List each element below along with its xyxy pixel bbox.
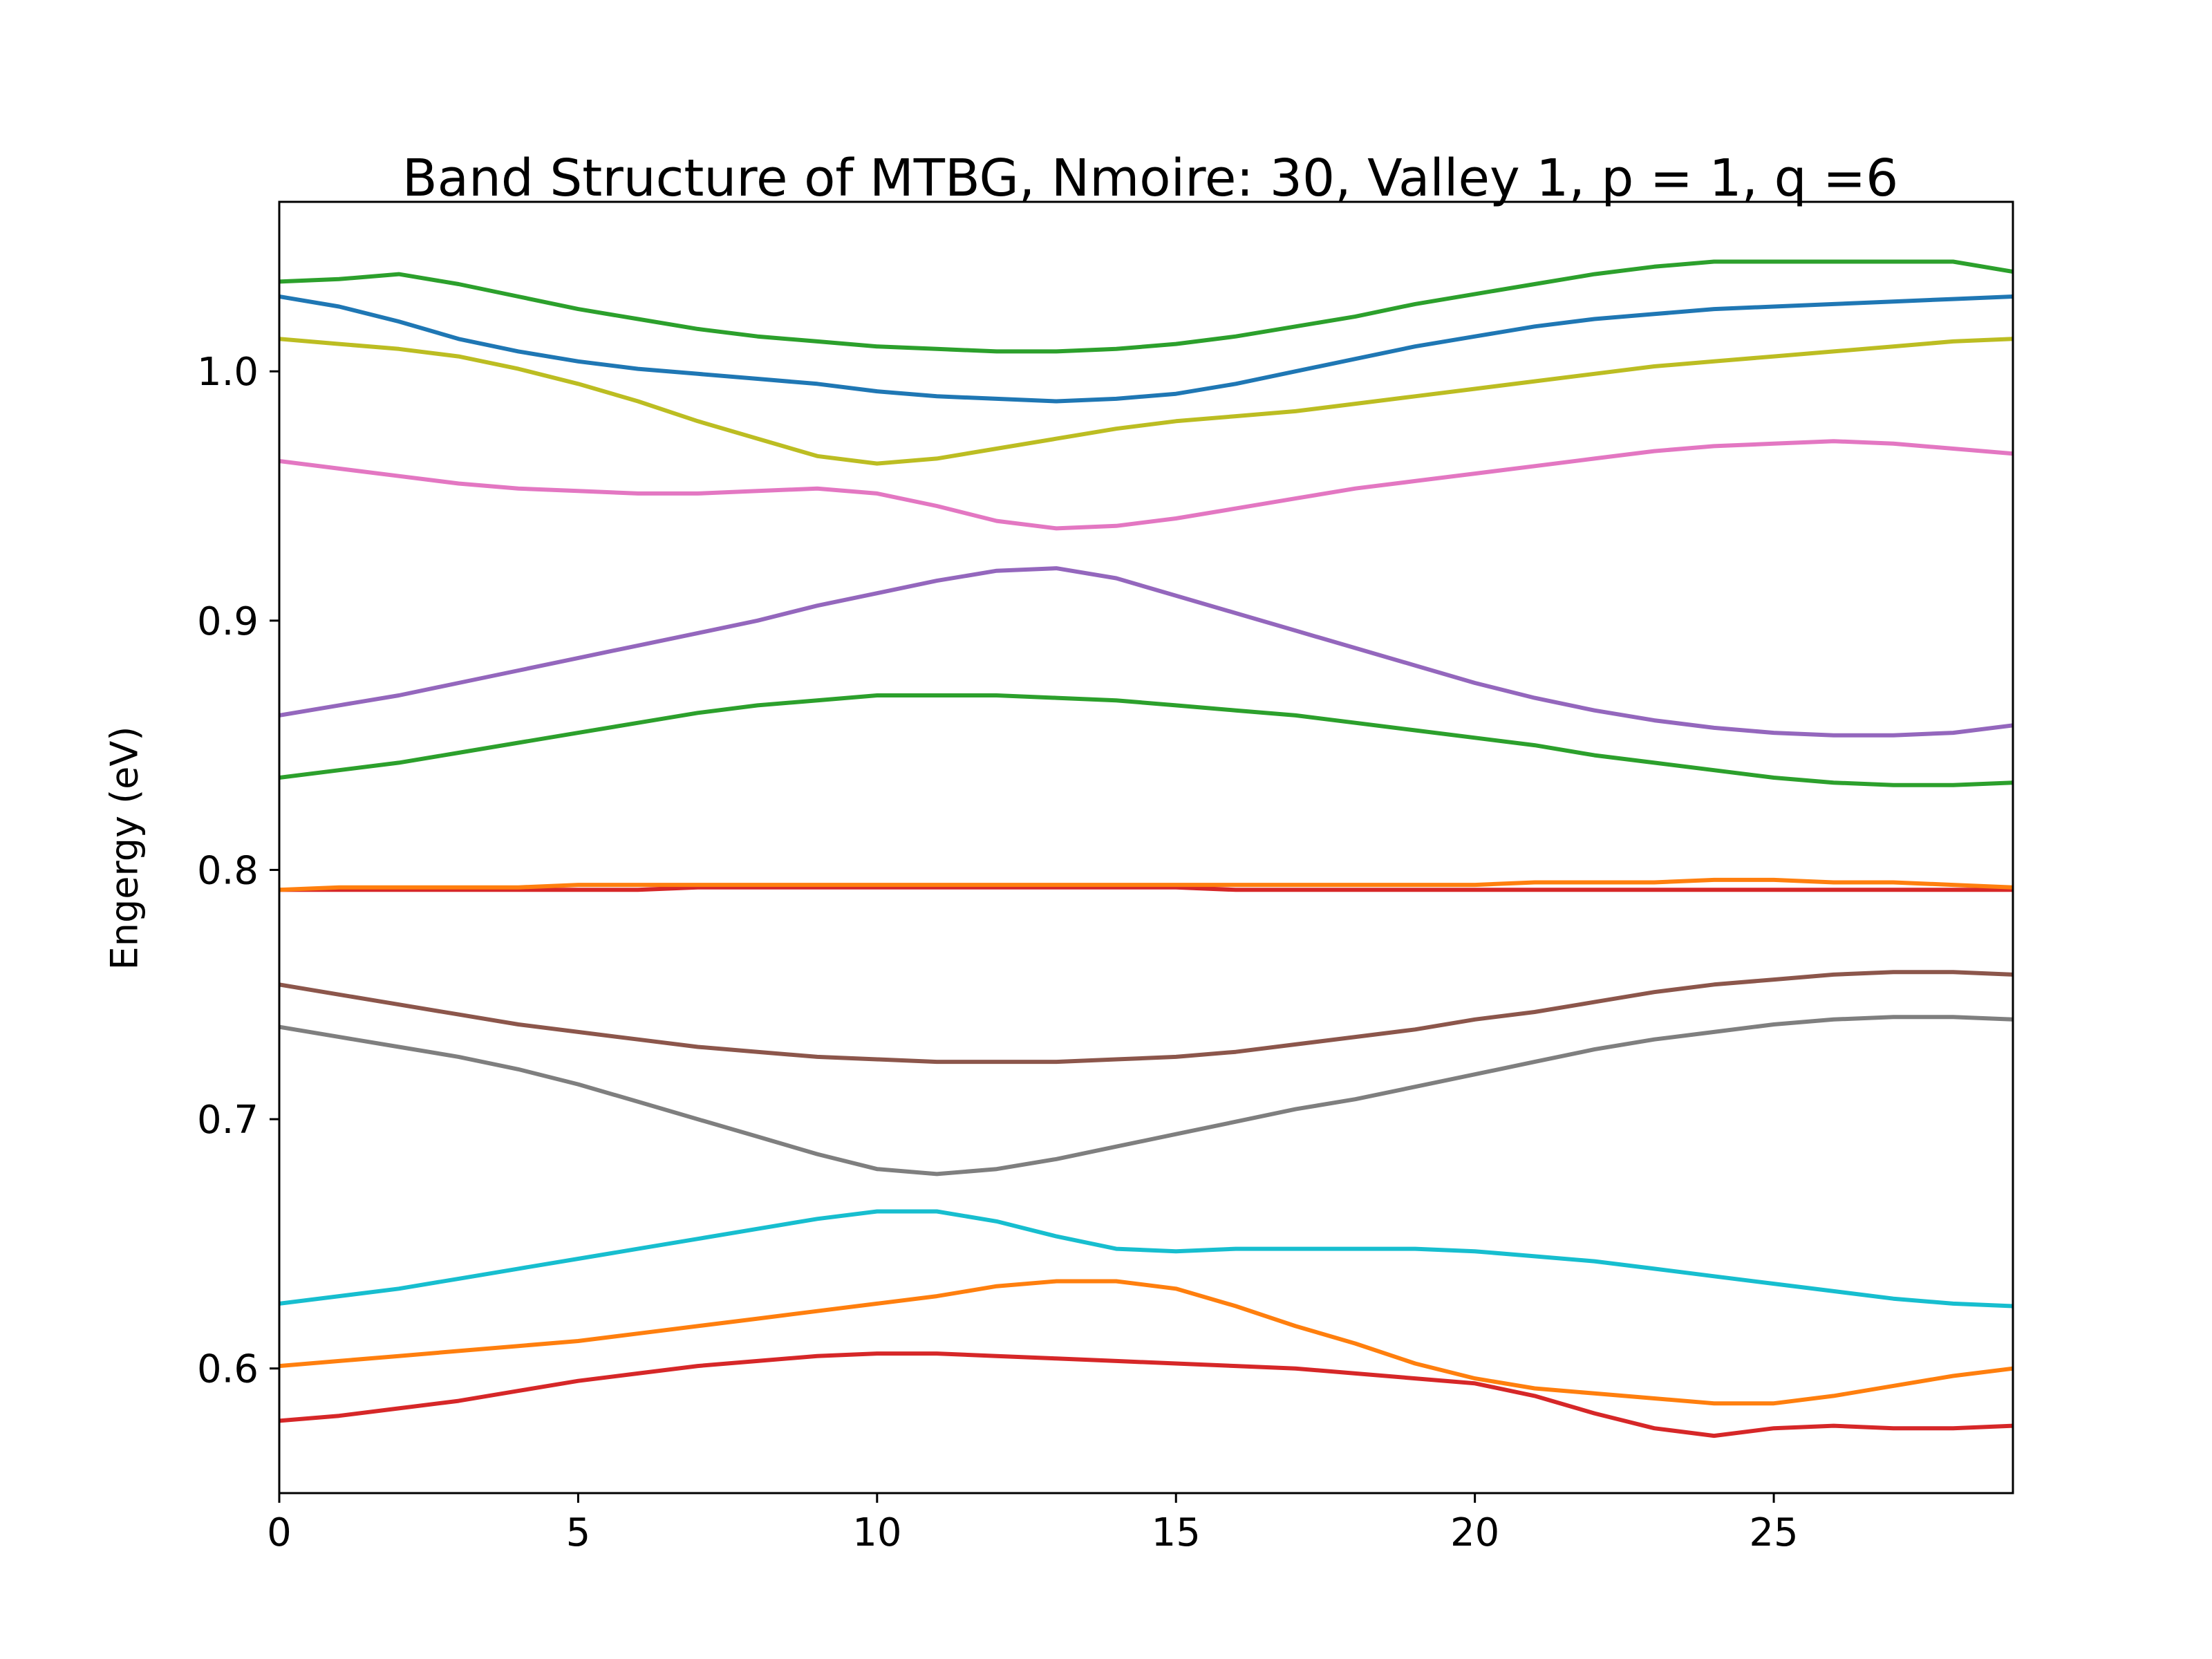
x-tick-label: 0	[267, 1510, 292, 1555]
series-line-6	[279, 885, 2013, 892]
series-line-11	[279, 337, 2013, 466]
y-tick-label: 0.6	[197, 1347, 259, 1392]
x-tick-label: 20	[1450, 1510, 1499, 1555]
series-line-13	[279, 259, 2013, 354]
series-line-1	[279, 1351, 2013, 1438]
axes-frame	[278, 200, 2014, 1494]
series-line-10	[279, 439, 2013, 531]
series-line-7	[279, 877, 2013, 892]
y-tick-label: 0.9	[197, 599, 259, 644]
x-tick-label: 25	[1749, 1510, 1798, 1555]
x-tick-label: 15	[1152, 1510, 1201, 1555]
series-line-8	[279, 693, 2013, 787]
series-line-5	[279, 970, 2013, 1065]
series-line-3	[279, 1209, 2013, 1309]
y-tick-label: 0.7	[197, 1098, 259, 1143]
chart-title: Band Structure of MTBG, Nmoire: 30, Vall…	[402, 149, 1899, 208]
series-line-2	[279, 1279, 2013, 1406]
series-line-12	[279, 294, 2013, 404]
series-line-4	[279, 1015, 2013, 1177]
y-tick-label: 1.0	[197, 350, 259, 395]
series-line-9	[279, 566, 2013, 738]
x-tick-label: 5	[566, 1510, 591, 1555]
y-tick-label: 0.8	[197, 848, 259, 893]
x-tick-label: 10	[852, 1510, 901, 1555]
